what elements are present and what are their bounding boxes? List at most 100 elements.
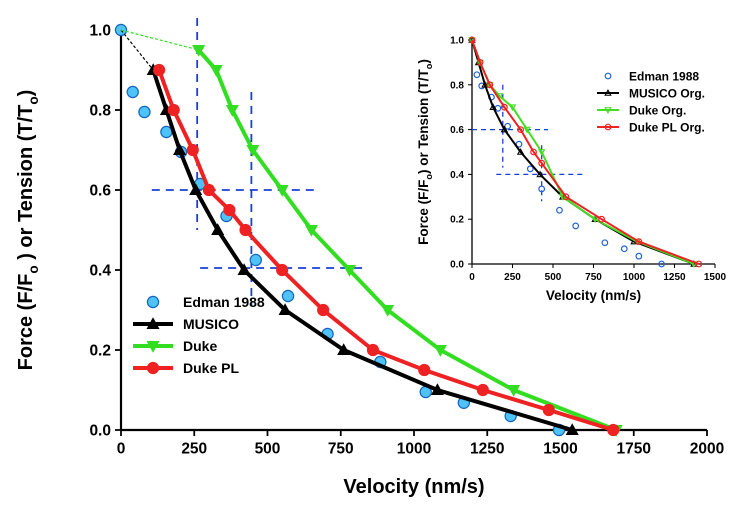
- main-y-axis-title-part: o: [26, 265, 41, 273]
- main-data-point-edman-1988: [138, 105, 151, 119]
- inset-data-point-duke-pl-org: [530, 148, 537, 156]
- main-data-point-duke: [192, 44, 206, 57]
- inset-y-tick-label: 0.4: [450, 170, 464, 181]
- inset-data-point-edman-1988: [538, 185, 546, 193]
- main-x-tick-label: 2000: [690, 441, 724, 458]
- main-data-point-duke: [246, 144, 260, 157]
- main-y-tick-label: 0.8: [89, 102, 111, 119]
- inset-y-axis-title-part: o: [424, 174, 434, 180]
- inset-x-tick-label: 500: [545, 272, 562, 283]
- inset-data-point-musico-org: [489, 103, 497, 110]
- main-data-point-duke: [343, 264, 357, 277]
- inset-legend-label: MUSICO Org.: [629, 86, 705, 100]
- main-data-point-duke-pl: [542, 403, 555, 417]
- inset-data-point-duke-pl-org: [635, 238, 643, 246]
- inset-data-point-duke-org: [508, 104, 517, 112]
- main-data-point-duke: [381, 304, 395, 317]
- main-data-point-duke-pl: [202, 183, 215, 197]
- inset-legend-label: Duke PL Org.: [629, 120, 705, 134]
- main-data-point-duke-pl: [418, 363, 431, 377]
- main-data-point-musico: [278, 303, 292, 316]
- inset-legend-label: Duke Org.: [629, 103, 686, 117]
- main-data-point-duke-pl: [186, 143, 199, 157]
- inset-data-point-musico-org: [481, 80, 489, 88]
- inset-data-point-edman-1988: [601, 239, 609, 247]
- inset-data-point-duke-pl-org: [476, 59, 484, 66]
- inset-data-point-edman-1988: [473, 71, 481, 79]
- inset-legend-marker: [604, 123, 612, 131]
- inset-data-point-duke-org: [537, 149, 546, 156]
- main-y-axis-title-part: ): [15, 90, 37, 97]
- main-data-point-musico: [565, 423, 579, 436]
- main-data-point-musico: [173, 143, 187, 156]
- inset-legend: Edman 1988 MUSICO Org. Duke Org. Duke PL Or…: [597, 69, 705, 134]
- main-x-tick-label: 0: [117, 441, 126, 458]
- inset-x-tick-label: 1250: [663, 272, 686, 283]
- inset-data-point-musico-org: [516, 148, 525, 155]
- inset-data-point-duke-pl-org: [598, 215, 605, 223]
- inset-legend-label: Edman 1988: [629, 69, 699, 83]
- inset-y-axis-title-part: ): [416, 59, 431, 64]
- main-data-point-duke-pl: [317, 303, 330, 317]
- inset-legend-marker: [604, 89, 612, 96]
- inset-chart: 0 250 500 750 1000 1250 1500 0.0 0.2 0.4 0.6 0.8 1.0…: [416, 36, 727, 304]
- inset-data-point-duke-pl-org: [501, 103, 508, 111]
- main-x-tick-label: 500: [255, 441, 281, 458]
- main-x-tick-label: 750: [328, 441, 354, 458]
- main-y-tick-label: 0.6: [89, 182, 111, 199]
- main-data-point-duke: [225, 104, 239, 117]
- main-x-tick-label: 1000: [397, 441, 431, 458]
- inset-data-point-edman-1988: [556, 206, 563, 214]
- inset-data-point-duke-pl-org: [486, 81, 494, 89]
- inset-y-axis-title: Force (F/Fo) or Tension (T/To): [416, 59, 434, 245]
- main-series-musico: [146, 63, 579, 436]
- inset-y-axis-title-part: ) or Tension (T/T: [416, 69, 431, 174]
- main-y-axis-title: Force (F/Fo ) or Tension (T/To): [15, 90, 41, 371]
- main-y-axis-title-part: Force (F/F: [15, 274, 37, 371]
- main-data-point-duke-pl: [152, 63, 166, 77]
- inset-y-tick-label: 0.8: [450, 80, 464, 91]
- inset-x-tick-label: 250: [504, 272, 521, 283]
- inset-y-axis-title-part: Force (F/F: [416, 180, 431, 245]
- main-series-line-duke: [197, 48, 617, 432]
- main-y-tick-label: 0.4: [89, 262, 111, 279]
- inset-data-point-duke-pl-org: [468, 36, 476, 44]
- inset-x-tick-label: 0: [469, 272, 475, 283]
- main-legend-label: MUSICO: [183, 316, 239, 332]
- inset-data-point-duke-org: [591, 216, 599, 224]
- inset-data-point-edman-1988: [572, 222, 580, 230]
- main-data-point-duke-pl: [167, 103, 180, 117]
- main-series-duke: [192, 44, 623, 437]
- inset-data-point-duke-pl-org: [517, 126, 524, 134]
- inset-legend-marker: [604, 72, 612, 80]
- main-legend: Edman 1988 MUSICO Duke Duke PL: [133, 294, 265, 376]
- inset-data-point-edman-1988: [620, 245, 628, 253]
- inset-series-line-duke-pl-org: [471, 39, 700, 265]
- main-data-point-duke-pl: [276, 263, 289, 277]
- main-data-point-duke: [209, 64, 223, 77]
- main-legend-marker: [146, 361, 160, 375]
- main-chart: 0 250 500 750 1000 1250 1500 1750 20000.00.20.40…: [15, 18, 724, 498]
- main-legend-marker: [146, 317, 160, 330]
- inset-series-duke-pl-org: [468, 36, 703, 268]
- main-data-point-duke: [433, 344, 447, 357]
- inset-data-point-duke-pl-org: [538, 159, 546, 167]
- main-legend-marker: [146, 295, 160, 309]
- inset-data-point-edman-1988: [515, 140, 523, 148]
- main-y-axis-title-part: ) or Tension (T/T: [15, 105, 37, 266]
- main-x-axis-title: Velocity (nm/s): [343, 476, 484, 498]
- inset-y-axis-title-part: o: [424, 63, 434, 69]
- inset-data-point-duke-org: [558, 194, 567, 201]
- inset-data-point-duke-pl-org: [695, 260, 703, 268]
- main-y-tick-label: 0.0: [89, 422, 111, 439]
- main-data-point-duke: [275, 184, 289, 197]
- inset-data-point-duke-org: [523, 126, 531, 134]
- main-series-line-musico: [151, 69, 573, 432]
- inset-y-tick-label: 0.2: [450, 215, 464, 226]
- inset-legend-marker: [604, 107, 612, 114]
- inset-y-tick-label: 0.6: [450, 125, 464, 136]
- inset-x-tick-label: 1500: [704, 272, 727, 283]
- inset-data-point-musico-org: [500, 125, 509, 133]
- inset-data-point-edman-1988: [494, 104, 502, 112]
